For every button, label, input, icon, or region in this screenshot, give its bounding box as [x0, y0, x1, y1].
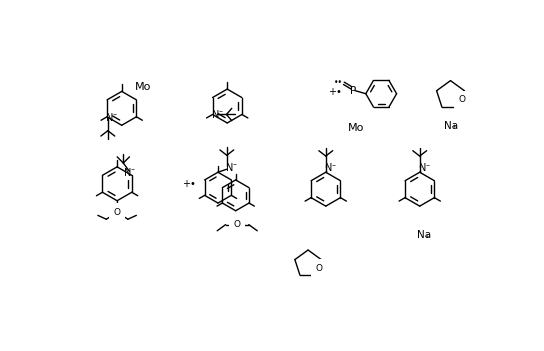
Text: N: N: [212, 110, 219, 119]
Text: N: N: [226, 163, 233, 173]
Text: $^-$: $^-$: [129, 167, 136, 173]
Text: $^+$: $^+$: [450, 124, 457, 133]
Text: $^+$: $^+$: [423, 233, 430, 242]
Text: Na: Na: [444, 121, 459, 131]
Text: $^-$: $^-$: [424, 163, 431, 169]
Text: $^-$: $^-$: [231, 162, 238, 168]
Text: $^-$: $^-$: [330, 163, 337, 169]
Text: Mo: Mo: [135, 82, 151, 92]
Text: $^-$: $^-$: [217, 109, 224, 115]
Text: +•: +•: [182, 179, 196, 189]
Text: N: N: [325, 164, 332, 173]
Text: P: P: [350, 86, 357, 95]
Text: Na: Na: [417, 230, 431, 240]
Text: N: N: [124, 168, 132, 178]
Text: O: O: [315, 264, 322, 273]
Text: N: N: [107, 113, 114, 122]
Text: N: N: [419, 164, 426, 173]
Text: O: O: [458, 95, 465, 104]
Text: O: O: [234, 220, 241, 229]
Text: ••: ••: [333, 78, 343, 87]
Text: $^-$: $^-$: [110, 112, 118, 118]
Text: Mo: Mo: [348, 122, 364, 133]
Text: O: O: [114, 208, 121, 217]
Text: +•: +•: [328, 87, 342, 97]
